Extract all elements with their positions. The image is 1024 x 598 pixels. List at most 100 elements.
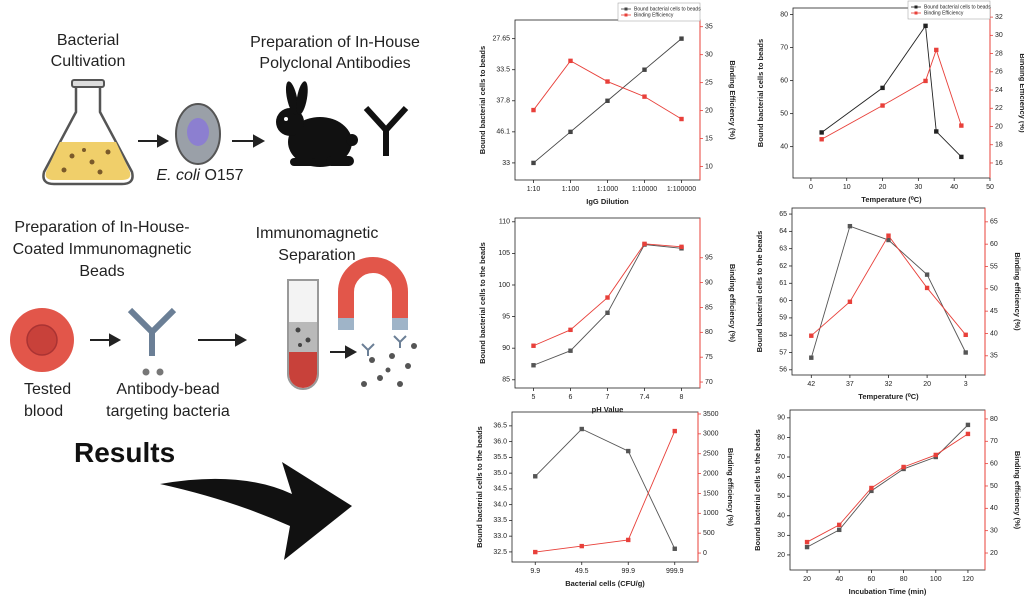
y2-axis-label: Binding efficiency (%) xyxy=(1013,252,1022,331)
y2-tick-label: 3000 xyxy=(703,431,719,438)
blood-label: Tested xyxy=(24,381,71,398)
y2-tick-label: 0 xyxy=(703,550,707,557)
data-point xyxy=(923,23,928,29)
x-axis-label: Temperature (⁰C) xyxy=(858,392,919,401)
y-tick-label: 36.0 xyxy=(493,438,507,445)
x-axis-label: Bacterial cells (CFU/g) xyxy=(565,579,645,588)
y2-tick-label: 50 xyxy=(990,483,998,490)
y-axis-label: Bound bacterial cells to the beads xyxy=(753,429,762,551)
y2-tick-label: 20 xyxy=(990,550,998,557)
arrow xyxy=(90,134,358,359)
data-point xyxy=(819,137,824,142)
y-tick-label: 70 xyxy=(780,44,788,51)
data-point xyxy=(924,285,930,291)
y2-tick-label: 32 xyxy=(995,14,1003,21)
y-axis-label: Bound bacterial cells to the beads xyxy=(478,242,487,364)
x-tick-label: 1:1000 xyxy=(597,186,619,193)
y-axis-label: Bound bacterial cells to the beads xyxy=(755,231,764,353)
bead xyxy=(142,368,150,376)
y2-tick-label: 50 xyxy=(990,286,998,293)
data-point xyxy=(965,422,971,428)
y-tick-label: 32.5 xyxy=(493,549,507,556)
data-point xyxy=(626,537,631,543)
y2-axis-label: Binding efficiency (%) xyxy=(1013,451,1022,530)
x-tick-label: 40 xyxy=(835,576,843,583)
y-tick-label: 40 xyxy=(780,143,788,150)
y-tick-label: 34.0 xyxy=(493,501,507,508)
results-label: Results xyxy=(74,437,175,468)
y2-tick-label: 40 xyxy=(990,505,998,512)
y2-tick-label: 15 xyxy=(705,135,713,142)
data-point xyxy=(965,431,971,437)
data-point xyxy=(626,448,631,454)
data-point xyxy=(959,123,964,128)
y-tick-label: 80 xyxy=(780,11,788,18)
x-tick-label: 0 xyxy=(809,184,813,191)
bacterial-cell xyxy=(175,103,221,165)
data-point xyxy=(819,130,824,135)
y-tick-label: 63 xyxy=(779,246,787,253)
legend-label: Bound bacterial cells to beads xyxy=(634,6,701,12)
data-point xyxy=(933,452,938,458)
y2-tick-label: 2000 xyxy=(703,470,719,477)
y2-axis-label: Binding efficiency (%) xyxy=(728,264,737,343)
data-point xyxy=(605,79,610,84)
x-tick-label: 1:100000 xyxy=(667,186,696,193)
separated-beads xyxy=(361,335,417,387)
y2-tick-label: 45 xyxy=(990,308,998,315)
genus: E. coli xyxy=(156,167,200,184)
data-point xyxy=(605,98,610,103)
blood-cell xyxy=(10,308,74,372)
x-tick-label: 999.9 xyxy=(666,568,684,575)
data-point xyxy=(880,103,885,108)
y2-tick-label: 30 xyxy=(990,528,998,535)
y-tick-label: 105 xyxy=(498,250,510,257)
x-tick-label: 80 xyxy=(900,576,908,583)
series-line xyxy=(533,244,682,366)
y-tick-label: 37.8 xyxy=(496,98,510,105)
series-line xyxy=(806,433,969,543)
y-tick-label: 50 xyxy=(780,110,788,117)
beads-label: Preparation of In-House- xyxy=(14,219,189,236)
x-axis-label: Temperature (⁰C) xyxy=(861,195,922,204)
data-point xyxy=(642,94,647,99)
data-point xyxy=(901,464,906,470)
plot-frame xyxy=(792,7,991,179)
data-point xyxy=(605,295,610,300)
x-tick-label: 99.9 xyxy=(621,568,635,575)
flask xyxy=(42,79,134,186)
data-point xyxy=(533,474,538,479)
y-axis-label: Bound bacterial cells to the beads xyxy=(475,426,484,548)
strain: O157 xyxy=(204,167,243,184)
y2-tick-label: 95 xyxy=(705,255,713,262)
beads-label: Beads xyxy=(79,263,124,280)
data-point xyxy=(837,522,842,528)
cultivation-label: Bacterial xyxy=(57,32,119,49)
separation-label: Immunomagnetic xyxy=(256,225,379,242)
y-tick-label: 90 xyxy=(777,415,785,422)
rabbit xyxy=(276,81,358,167)
x-tick-label: 1:10000 xyxy=(632,186,657,193)
x-tick-label: 30 xyxy=(914,184,922,191)
x-tick-label: 60 xyxy=(868,576,876,583)
data-point xyxy=(923,78,928,84)
data-point xyxy=(568,348,573,353)
data-point xyxy=(959,154,964,160)
series-line xyxy=(535,430,676,553)
data-point xyxy=(837,527,842,533)
y2-tick-label: 25 xyxy=(705,80,713,87)
plot-frame xyxy=(789,409,986,571)
x-tick-label: 50 xyxy=(986,184,994,191)
y2-tick-label: 22 xyxy=(995,105,1003,112)
legend-label: Bound bacterial cells to beads xyxy=(924,4,991,10)
y-tick-label: 46.1 xyxy=(496,129,510,136)
x-tick-label: 42 xyxy=(807,381,815,388)
y2-tick-label: 80 xyxy=(705,329,713,336)
data-point xyxy=(886,233,891,238)
y-tick-label: 58 xyxy=(779,332,787,339)
y2-tick-label: 40 xyxy=(990,330,998,337)
data-point xyxy=(847,299,853,304)
y2-tick-label: 20 xyxy=(995,123,1003,130)
x-tick-label: 40 xyxy=(950,184,958,191)
y-axis-label: Bound bacterial cells to beads xyxy=(756,39,765,147)
